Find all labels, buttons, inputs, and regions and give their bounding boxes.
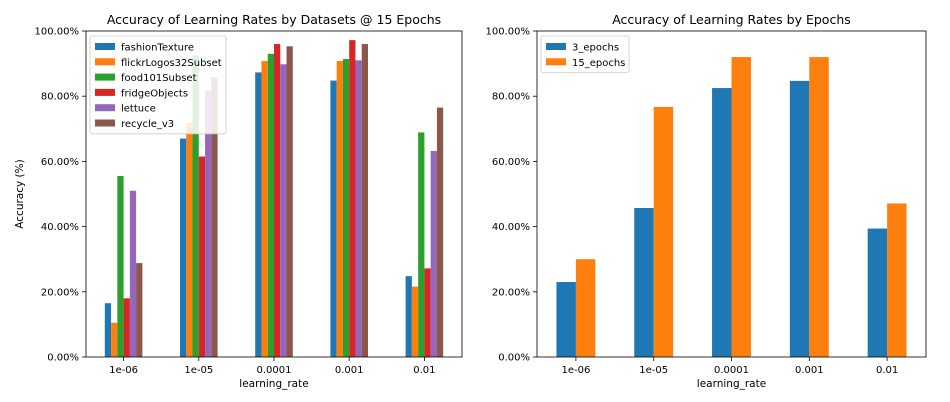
legend: 3_epochs 15_epochs	[540, 35, 630, 73]
legend-label-flickrLogos32Subset: flickrLogos32Subset	[121, 58, 222, 69]
x-tick-label: 0.0001	[714, 365, 749, 376]
x-tick-label: 0.001	[795, 365, 824, 376]
bar-fridgeObjects-0.01	[424, 268, 431, 357]
bar-flickrLogos32Subset-1e-05	[186, 122, 193, 357]
x-tick-label: 0.01	[413, 365, 435, 376]
x-tick-label: 1e-05	[639, 365, 668, 376]
bar-3_epochs-0.0001	[712, 88, 732, 358]
y-tick-label: 100.00%	[35, 27, 80, 38]
y-tick-label: 40.00%	[492, 222, 530, 233]
y-tick-label: 40.00%	[41, 222, 79, 233]
bar-recycle_v3-1e-05	[211, 77, 218, 358]
legend-swatch-lettuce	[95, 104, 115, 112]
x-tick-label: 0.0001	[257, 365, 292, 376]
bar-15_epochs-0.01	[887, 203, 907, 357]
legend-swatch-fridgeObjects	[95, 88, 115, 96]
bar-fashionTexture-0.0001	[255, 72, 262, 357]
x-axis-label: learning_rate	[239, 378, 308, 390]
legend-label-fridgeObjects: fridgeObjects	[121, 88, 188, 99]
bar-3_epochs-0.001	[789, 80, 810, 358]
chart-title: Accuracy of Learning Rates by Epochs	[612, 12, 851, 27]
bar-food101Subset-0.0001	[267, 53, 274, 357]
y-tick-label: 20.00%	[492, 287, 530, 298]
legend-label-fashionTexture: fashionTexture	[121, 43, 194, 54]
bar-recycle_v3-0.01	[436, 107, 444, 357]
legend-swatch-food101Subset	[95, 73, 115, 81]
bar-recycle_v3-0.001	[361, 44, 368, 357]
bar-food101Subset-0.01	[418, 132, 425, 357]
bar-fashionTexture-0.01	[405, 276, 412, 357]
y-axis-label: Accuracy (%)	[14, 159, 26, 228]
bar-flickrLogos32Subset-0.0001	[261, 60, 268, 357]
bar-fashionTexture-1e-06	[104, 303, 112, 357]
legend-label-3_epochs: 3_epochs	[572, 43, 619, 54]
y-tick-label: 80.00%	[41, 92, 79, 103]
legend: fashionTexture flickrLogos32Subset food101…	[89, 35, 227, 135]
bar-3_epochs-1e-05	[634, 208, 654, 357]
bar-flickrLogos32Subset-0.01	[411, 286, 419, 357]
bar-food101Subset-0.001	[342, 59, 350, 357]
x-tick-label: 0.001	[335, 365, 364, 376]
y-tick-label: 60.00%	[41, 157, 79, 168]
legend-label-food101Subset: food101Subset	[121, 73, 197, 84]
bar-fridgeObjects-1e-05	[198, 156, 206, 357]
x-tick-label: 1e-06	[561, 365, 590, 376]
bar-3_epochs-1e-06	[556, 282, 576, 357]
chart-2: Accuracy of Learning Rates by Epochs 0.00…	[486, 12, 927, 390]
bar-lettuce-0.0001	[280, 64, 287, 357]
legend-label-recycle_v3: recycle_v3	[121, 119, 174, 130]
bar-recycle_v3-1e-06	[136, 263, 143, 357]
bar-3_epochs-0.01	[867, 228, 888, 357]
y-tick-label: 80.00%	[492, 92, 530, 103]
bar-food101Subset-1e-05	[192, 55, 199, 357]
bar-15_epochs-0.0001	[731, 57, 751, 358]
bar-fashionTexture-1e-05	[180, 138, 187, 357]
y-tick-label: 100.00%	[486, 27, 531, 38]
legend-label-15_epochs: 15_epochs	[572, 58, 625, 69]
x-tick-label: 0.01	[876, 365, 898, 376]
legend-swatch-flickrLogos32Subset	[95, 58, 115, 66]
chart-title: Accuracy of Learning Rates by Datasets @…	[107, 12, 441, 27]
bar-lettuce-0.001	[355, 60, 362, 358]
y-tick-label: 20.00%	[41, 287, 79, 298]
legend-box	[89, 35, 227, 135]
legend-swatch-15_epochs	[546, 58, 566, 66]
bar-recycle_v3-0.0001	[286, 46, 293, 358]
chart-1: Accuracy of Learning Rates by Datasets @…	[14, 12, 463, 390]
bar-fridgeObjects-0.0001	[274, 44, 281, 357]
legend-swatch-recycle_v3	[95, 119, 115, 127]
y-tick-label: 60.00%	[492, 157, 530, 168]
bar-lettuce-1e-05	[205, 90, 212, 357]
bar-fridgeObjects-1e-06	[123, 298, 130, 357]
x-tick-label: 1e-06	[109, 365, 138, 376]
x-axis-label: learning_rate	[697, 378, 766, 390]
bar-15_epochs-0.001	[809, 57, 829, 358]
bar-lettuce-0.01	[430, 150, 437, 357]
bar-food101Subset-1e-06	[117, 176, 124, 357]
bar-flickrLogos32Subset-0.001	[336, 60, 343, 357]
bar-15_epochs-1e-05	[653, 106, 674, 357]
bar-lettuce-1e-06	[129, 190, 137, 357]
x-tick-label: 1e-05	[184, 365, 213, 376]
legend-label-lettuce: lettuce	[121, 104, 156, 115]
legend-swatch-3_epochs	[546, 43, 566, 50]
y-tick-label: 0.00%	[47, 353, 79, 364]
bar-flickrLogos32Subset-1e-06	[111, 322, 118, 357]
legend-swatch-fashionTexture	[95, 43, 115, 50]
y-tick-label: 0.00%	[498, 353, 530, 364]
bar-fridgeObjects-0.001	[349, 40, 356, 358]
bar-15_epochs-1e-06	[575, 259, 596, 357]
bar-fashionTexture-0.001	[330, 80, 337, 357]
